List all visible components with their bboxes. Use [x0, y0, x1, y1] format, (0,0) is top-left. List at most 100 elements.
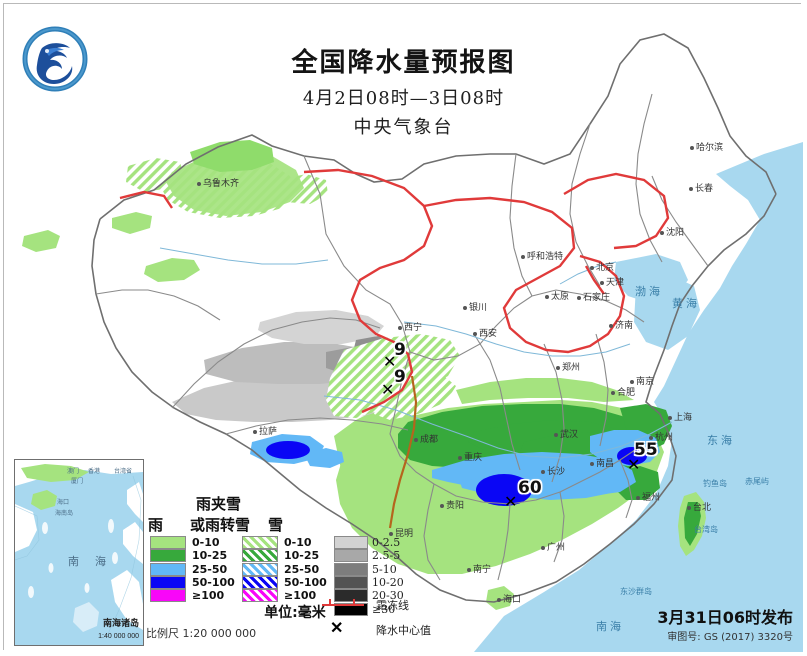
city-name: 南京	[636, 377, 655, 387]
legend-label-snow-2: 5-10	[372, 562, 397, 576]
legend-label-sleet-3: 50-100	[284, 575, 327, 589]
city-label-13: 郑州	[556, 360, 580, 373]
city-name: 哈尔滨	[696, 143, 724, 153]
city-dot-icon	[414, 437, 418, 442]
inset-scale: 1:40 000 000	[98, 633, 139, 640]
legend-label-snow-5: ≥30	[372, 602, 396, 616]
city-name: 长春	[695, 184, 714, 194]
legend-swatch-rain-2	[150, 562, 186, 576]
page-title: 全国降水量预报图	[291, 48, 516, 78]
city-name: 西宁	[404, 323, 423, 333]
city-label-9: 济南	[609, 318, 633, 331]
city-name: 南昌	[596, 459, 615, 469]
snow-rain-transition-line	[388, 375, 418, 529]
legend-swatch-sleet-1	[242, 549, 278, 563]
legend-label-sleet-1: 10-25	[284, 549, 320, 563]
city-name: 天津	[606, 278, 625, 288]
frost-line	[119, 168, 670, 414]
legend-label-sleet-0: 0-10	[284, 536, 312, 549]
city-name: 乌鲁木齐	[203, 179, 240, 189]
legend-swatch-snow-2	[334, 562, 368, 576]
city-dot-icon	[497, 597, 501, 602]
city-dot-icon	[556, 365, 560, 370]
city-label-27: 台北	[687, 500, 711, 513]
city-label-29: 南宁	[467, 562, 491, 575]
legend-swatch-sleet-3	[242, 575, 278, 589]
legend-header-snow: 雪	[268, 516, 284, 534]
city-dot-icon	[458, 455, 462, 460]
precip-center-marker-icon-3: ✕	[627, 455, 641, 474]
island-label-1: 赤尾屿	[745, 477, 769, 486]
legend-swatch-snow-3	[334, 575, 368, 589]
legend-label-snow-1: 2.5-5	[372, 549, 401, 563]
legend-label-snow-4: 20-30	[372, 589, 404, 603]
city-label-30: 海口	[497, 592, 521, 605]
sea-label-1: 东海	[707, 434, 735, 447]
city-dot-icon	[521, 254, 525, 259]
city-dot-icon	[600, 280, 604, 285]
legend-header-sleet-line2: 或雨转雪	[190, 516, 251, 534]
legend-label-snow-0: 0-2.5	[372, 536, 401, 549]
city-dot-icon	[690, 145, 694, 150]
precip-band-xinjiang-green	[22, 140, 304, 282]
precipitation-legend: 雨 雨夹雪 或雨转雪 雪 0-10 10-25 25-50 50-100 ≥100 0-1…	[146, 492, 466, 644]
issuing-authority: 中央气象台	[353, 117, 454, 138]
legend-label-sleet-4: ≥100	[284, 589, 317, 603]
legend-swatch-sleet-2	[242, 562, 278, 576]
sea-label-0: 黄海	[672, 297, 700, 310]
city-dot-icon	[398, 325, 402, 330]
island-label-0: 钓鱼岛	[703, 479, 727, 488]
city-dot-icon	[473, 331, 477, 336]
city-name: 台北	[693, 503, 712, 513]
city-dot-icon	[389, 531, 393, 536]
city-dot-icon	[609, 323, 613, 328]
legend-swatch-rain-0	[150, 536, 186, 549]
city-label-24: 贵阳	[440, 498, 464, 511]
city-label-4: 呼和浩特	[521, 249, 563, 262]
inset-title: 南海诸岛	[102, 618, 139, 628]
city-label-0: 乌鲁木齐	[197, 176, 239, 189]
legend-label-snow-3: 10-20	[372, 575, 404, 589]
sea-label-2: 南海	[596, 620, 624, 633]
city-dot-icon	[541, 469, 545, 474]
city-label-12: 西安	[473, 326, 497, 339]
city-dot-icon	[463, 305, 467, 310]
city-label-3: 沈阳	[660, 225, 684, 238]
city-label-8: 石家庄	[577, 290, 610, 303]
legend-label-rain-4: ≥100	[192, 589, 225, 603]
precip-center-value-2: 60	[518, 478, 542, 498]
forecast-period: 4月2日08时—3日08时	[302, 88, 505, 109]
legend-swatch-rain-1	[150, 549, 186, 563]
island-label-2: 东沙群岛	[620, 587, 652, 596]
city-dot-icon	[590, 461, 594, 466]
city-name: 南宁	[473, 565, 492, 575]
city-name: 重庆	[464, 453, 483, 463]
precip-center-value-0: 9	[394, 340, 406, 360]
legend-swatch-snow-1	[334, 549, 368, 563]
city-dot-icon	[689, 186, 693, 191]
city-dot-icon	[668, 415, 672, 420]
frost-line-label: 霜冻线	[376, 599, 409, 612]
city-label-14: 合肥	[611, 385, 635, 398]
city-label-5: 北京	[590, 260, 614, 273]
legend-label-rain-0: 0-10	[192, 536, 220, 549]
city-name: 银川	[469, 303, 488, 313]
legend-label-rain-3: 50-100	[192, 575, 235, 589]
city-dot-icon	[554, 432, 558, 437]
city-dot-icon	[197, 181, 201, 186]
city-label-22: 南昌	[590, 456, 614, 469]
legend-swatch-snow-0	[334, 536, 368, 549]
city-name: 广州	[547, 543, 566, 553]
legend-label-sleet-2: 25-50	[284, 562, 320, 576]
city-name: 长沙	[547, 467, 566, 477]
city-label-7: 太原	[545, 289, 569, 302]
precip-center-marker-icon-0: ✕	[383, 352, 397, 371]
city-dot-icon	[649, 435, 653, 440]
city-dot-icon	[467, 567, 471, 572]
city-dot-icon	[590, 265, 594, 270]
city-dot-icon	[545, 294, 549, 299]
legend-header-sleet-line1: 雨夹雪	[196, 495, 242, 513]
city-name: 杭州	[655, 433, 674, 443]
city-name: 武汉	[560, 430, 579, 440]
